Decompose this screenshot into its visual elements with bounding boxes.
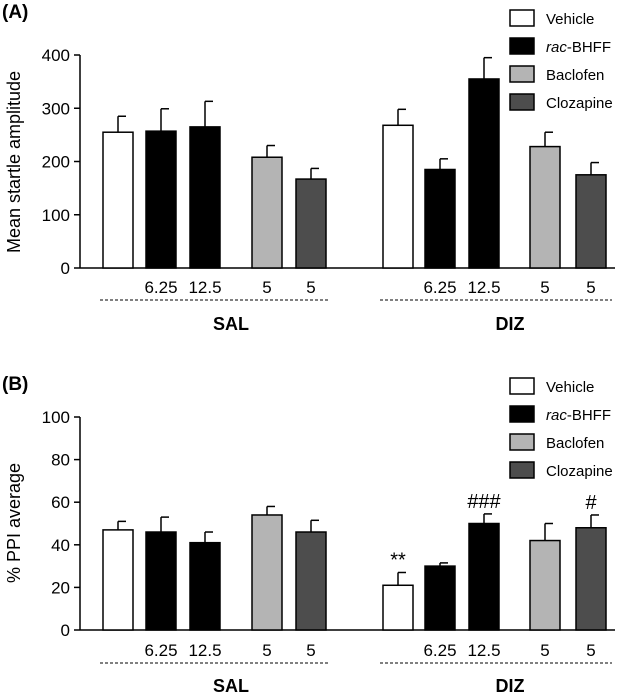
dose-label: 5: [306, 278, 315, 297]
significance-label: **: [390, 549, 406, 571]
dose-label: 5: [262, 641, 271, 660]
legend-label: Baclofen: [546, 67, 604, 84]
y-tick-label: 100: [42, 408, 70, 427]
bar: [251, 156, 283, 269]
y-tick-label: 80: [51, 451, 70, 470]
bar: [102, 131, 134, 269]
legend-label: Vehicle: [546, 11, 594, 28]
y-tick-label: 20: [51, 578, 70, 597]
dose-label: 6.25: [144, 278, 177, 297]
group-label: DIZ: [496, 314, 525, 334]
significance-label: ###: [467, 491, 501, 513]
legend-label: rac-BHFF: [546, 39, 611, 56]
chart-panel-b: (B) % PPI average 0 20 40 60 80 100 ** 6.25 6.25 12…: [2, 374, 615, 696]
dose-label: 6.25: [423, 641, 456, 660]
dose-label: 5: [586, 278, 595, 297]
group-label: DIZ: [496, 676, 525, 696]
dose-label: 5: [540, 641, 549, 660]
dose-label: 5: [586, 641, 595, 660]
y-tick-label: 60: [51, 493, 70, 512]
bar: [468, 78, 500, 269]
dose-label: 6.25: [144, 641, 177, 660]
group-label: SAL: [213, 314, 249, 334]
legend-label: rac-BHFF: [546, 407, 611, 424]
bar: [424, 565, 456, 631]
legend-swatch: [509, 433, 535, 451]
y-tick-label: 400: [42, 46, 70, 65]
y-tick-label: 300: [42, 99, 70, 118]
dose-label: 6.25: [423, 278, 456, 297]
bar: [382, 584, 414, 631]
bar: [145, 531, 177, 631]
bar: [382, 124, 414, 269]
y-tick-label: 100: [42, 206, 70, 225]
significance-label: #: [585, 492, 597, 514]
legend-swatch: [509, 377, 535, 395]
legend-swatch: [509, 65, 535, 83]
dose-label: 12.5: [467, 278, 500, 297]
y-axis-label: Mean startle amplitude: [4, 71, 24, 253]
y-tick-label: 0: [61, 621, 70, 640]
panel-label: (B): [2, 374, 28, 395]
y-tick-label: 200: [42, 153, 70, 172]
bar: [189, 126, 221, 269]
legend-label: Clozapine: [546, 95, 613, 112]
legend-label: Vehicle: [546, 379, 594, 396]
bar: [529, 539, 561, 631]
y-axis-label: % PPI average: [4, 463, 24, 583]
bar: [575, 527, 607, 631]
dose-label: 5: [306, 641, 315, 660]
legend-label: Baclofen: [546, 435, 604, 452]
bar: [529, 145, 561, 269]
y-tick-label: 40: [51, 536, 70, 555]
bar: [145, 130, 177, 269]
dose-label: 12.5: [467, 641, 500, 660]
bar: [102, 529, 134, 631]
bar: [468, 522, 500, 631]
dose-label: 5: [540, 278, 549, 297]
legend-swatch: [509, 461, 535, 479]
bar: [251, 514, 283, 631]
bar: [424, 168, 456, 269]
group-label: SAL: [213, 676, 249, 696]
y-tick-label: 0: [61, 259, 70, 278]
dose-label: 5: [262, 278, 271, 297]
bar: [295, 531, 327, 631]
legend-swatch: [509, 9, 535, 27]
bar: [575, 174, 607, 269]
legend-swatch: [509, 37, 535, 55]
legend-swatch: [509, 405, 535, 423]
dose-label: 12.5: [188, 641, 221, 660]
bar: [295, 178, 327, 269]
bar: [189, 541, 221, 631]
panel-label: (A): [2, 2, 28, 23]
legend-label: Clozapine: [546, 463, 613, 480]
legend-swatch: [509, 93, 535, 111]
chart-panel-a: (A) Mean startle amplitude 0 100 200 300 400 6.…: [2, 2, 615, 334]
dose-label: 12.5: [188, 278, 221, 297]
